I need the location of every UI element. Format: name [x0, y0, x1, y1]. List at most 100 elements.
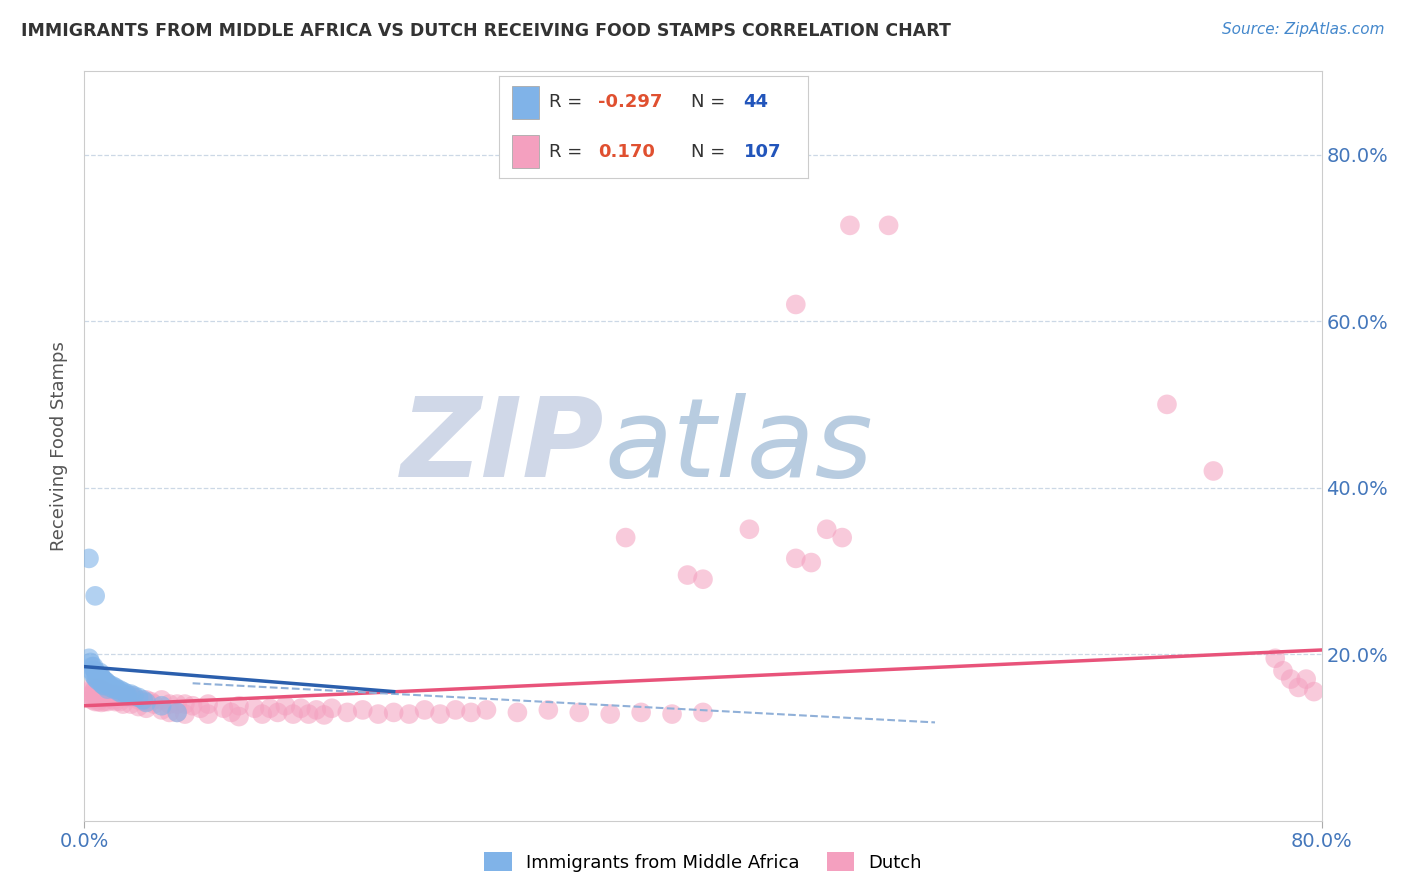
Point — [93, 695, 115, 709]
Point — [82, 664, 104, 678]
Text: 107: 107 — [744, 143, 780, 161]
Point — [281, 707, 305, 722]
Point — [98, 687, 121, 701]
Point — [352, 703, 374, 717]
Point — [89, 684, 111, 698]
Point — [188, 701, 211, 715]
Point — [82, 659, 104, 673]
Point — [107, 684, 129, 698]
Point — [91, 678, 114, 692]
Point — [101, 686, 124, 700]
Point — [82, 693, 104, 707]
Point — [86, 666, 108, 681]
Point — [98, 678, 121, 692]
Point — [290, 701, 312, 715]
Point — [96, 682, 118, 697]
Point — [94, 674, 117, 689]
Text: Source: ZipAtlas.com: Source: ZipAtlas.com — [1222, 22, 1385, 37]
Point — [79, 656, 101, 670]
Point — [174, 707, 197, 722]
Point — [103, 682, 125, 697]
Point — [96, 689, 118, 703]
Point — [89, 690, 111, 705]
Point — [117, 689, 139, 703]
Text: 0.170: 0.170 — [598, 143, 655, 161]
Point — [212, 701, 235, 715]
Point — [93, 673, 115, 688]
Point — [77, 651, 100, 665]
Point — [150, 698, 173, 713]
Text: 44: 44 — [744, 94, 769, 112]
Point — [135, 693, 157, 707]
Point — [91, 672, 114, 686]
Point — [259, 701, 281, 715]
Point — [676, 568, 699, 582]
Point — [122, 690, 145, 705]
Point — [174, 697, 197, 711]
Point — [86, 684, 108, 698]
Point — [475, 703, 498, 717]
Text: ZIP: ZIP — [401, 392, 605, 500]
Point — [599, 707, 621, 722]
Point — [93, 679, 115, 693]
Text: N =: N = — [690, 94, 725, 112]
Point — [83, 690, 105, 705]
Point — [382, 706, 405, 720]
Text: -0.297: -0.297 — [598, 94, 662, 112]
Point — [105, 682, 128, 697]
Point — [831, 531, 853, 545]
Point — [135, 695, 157, 709]
Point — [197, 707, 219, 722]
Point — [1279, 672, 1302, 686]
Point — [89, 665, 111, 680]
Y-axis label: Receiving Food Stamps: Receiving Food Stamps — [51, 341, 69, 551]
Point — [228, 709, 250, 723]
Point — [127, 693, 149, 707]
Point — [84, 695, 107, 709]
Point — [692, 572, 714, 586]
Point — [785, 551, 807, 566]
Point — [166, 697, 188, 711]
Point — [87, 695, 110, 709]
Text: IMMIGRANTS FROM MIDDLE AFRICA VS DUTCH RECEIVING FOOD STAMPS CORRELATION CHART: IMMIGRANTS FROM MIDDLE AFRICA VS DUTCH R… — [21, 22, 950, 40]
Point — [104, 695, 127, 709]
Point — [103, 693, 125, 707]
Point — [90, 682, 112, 697]
Point — [89, 672, 111, 686]
Point — [312, 707, 335, 722]
Point — [127, 699, 149, 714]
Point — [108, 682, 131, 697]
Point — [159, 697, 180, 711]
Point — [87, 668, 110, 682]
Point — [1156, 397, 1178, 411]
Point — [150, 693, 173, 707]
Point — [143, 697, 166, 711]
Point — [413, 703, 436, 717]
Legend: Immigrants from Middle Africa, Dutch: Immigrants from Middle Africa, Dutch — [477, 846, 929, 879]
Point — [94, 684, 117, 698]
Point — [1302, 684, 1324, 698]
Point — [117, 690, 139, 705]
Text: R =: R = — [548, 94, 582, 112]
Point — [150, 703, 173, 717]
Point — [738, 522, 761, 536]
Point — [127, 690, 149, 705]
Point — [84, 589, 107, 603]
Point — [83, 684, 105, 698]
Text: N =: N = — [690, 143, 725, 161]
Point — [107, 689, 129, 703]
Point — [93, 687, 115, 701]
Point — [661, 707, 683, 722]
Point — [79, 689, 101, 703]
Point — [86, 672, 108, 686]
Point — [1202, 464, 1225, 478]
Point — [84, 664, 107, 678]
Point — [90, 670, 112, 684]
Point — [87, 673, 110, 688]
Point — [537, 703, 560, 717]
Point — [321, 701, 343, 715]
Point — [108, 695, 131, 709]
Point — [506, 706, 529, 720]
Point — [197, 697, 219, 711]
Point — [86, 690, 108, 705]
